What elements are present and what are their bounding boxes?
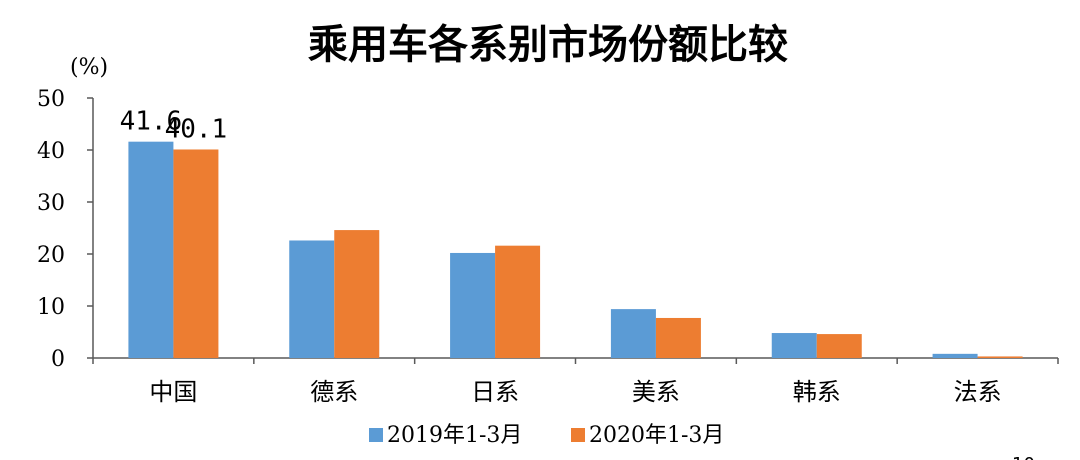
axes: 0 10 20 30 40 50 中国 德系 日系 美系 韩系 法系: [37, 87, 1059, 406]
bar-series2: [173, 149, 219, 358]
y-tick-label: 40: [37, 139, 65, 164]
x-category-label: 日系: [471, 378, 519, 406]
y-tick-label: 0: [51, 347, 65, 372]
bars: [128, 141, 1023, 358]
legend: 2019年1-3月 2020年1-3月: [369, 423, 724, 448]
y-tick-label: 10: [37, 295, 65, 320]
x-category-label: 法系: [954, 378, 1002, 406]
data-label: 40.1: [165, 114, 228, 144]
legend-swatch: [369, 428, 383, 442]
bar-series1: [128, 141, 174, 358]
x-category-label: 韩系: [793, 378, 841, 406]
y-axis-unit-label: (%): [70, 55, 108, 80]
bar-series1: [450, 252, 496, 358]
bar-series2: [977, 356, 1023, 358]
chart-title: 乘用车各系别市场份额比较: [308, 22, 788, 68]
y-tick-label: 30: [37, 191, 65, 216]
bar-series1: [932, 353, 978, 358]
y-tick-label: 20: [37, 243, 65, 268]
bar-series1: [771, 333, 817, 358]
x-category-label: 美系: [632, 378, 680, 406]
legend-label: 2019年1-3月: [387, 423, 522, 448]
bar-series1: [610, 309, 656, 358]
bar-series1: [289, 240, 335, 358]
bar-series2: [655, 317, 701, 358]
page-number: 10: [1012, 454, 1035, 460]
x-category-label: 德系: [310, 378, 358, 406]
legend-swatch: [571, 428, 585, 442]
data-label: 41.6: [120, 107, 183, 137]
bar-series2: [816, 334, 862, 358]
x-category-label: 中国: [149, 378, 197, 406]
y-tick-label: 50: [37, 87, 65, 112]
legend-label: 2020年1-3月: [589, 423, 724, 448]
data-labels: 41.640.1: [120, 107, 228, 145]
bar-series2: [334, 230, 380, 358]
bar-series2: [495, 245, 541, 358]
